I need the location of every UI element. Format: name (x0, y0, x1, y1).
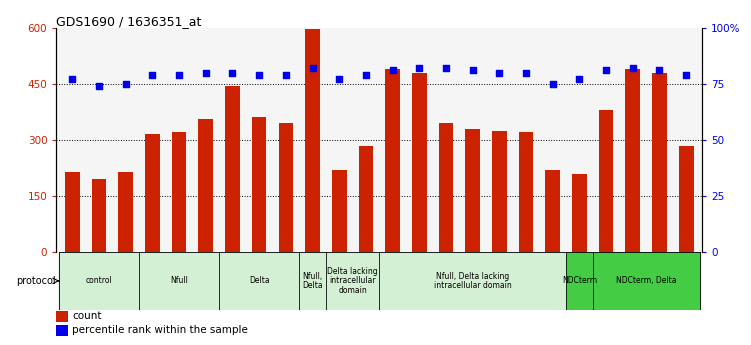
Bar (679, 146, 693, 252)
Bar (593, 252, 699, 309)
Text: NDCterm, Delta: NDCterm, Delta (616, 276, 677, 285)
Bar (139, 252, 219, 309)
Bar (332, 170, 346, 252)
Text: Delta: Delta (249, 276, 270, 285)
Bar (572, 174, 587, 252)
Bar (119, 172, 133, 252)
Point (360, 72, 372, 78)
Bar (65, 172, 80, 252)
Bar (412, 72, 427, 252)
Point (333, 77, 345, 82)
Bar (172, 132, 186, 252)
Point (119, 81, 131, 87)
Point (253, 72, 265, 78)
Text: control: control (86, 276, 113, 285)
Bar (198, 119, 213, 252)
Point (93, 83, 105, 89)
Bar (56, 325, 68, 336)
Point (173, 72, 185, 78)
Bar (219, 252, 299, 309)
Bar (279, 123, 293, 252)
Point (680, 72, 692, 78)
Bar (305, 29, 320, 252)
Point (653, 68, 665, 73)
Text: GDS1690 / 1636351_at: GDS1690 / 1636351_at (56, 14, 202, 28)
Text: Nfull: Nfull (170, 276, 188, 285)
Bar (519, 132, 533, 252)
Bar (466, 129, 480, 252)
Bar (326, 252, 379, 309)
Text: Delta lacking
intracellular
domain: Delta lacking intracellular domain (327, 267, 378, 295)
Text: percentile rank within the sample: percentile rank within the sample (72, 325, 249, 335)
Bar (626, 69, 640, 252)
Bar (92, 179, 107, 252)
Text: NDCterm: NDCterm (562, 276, 597, 285)
Bar (545, 170, 560, 252)
Point (627, 65, 639, 71)
Bar (56, 310, 68, 322)
Point (306, 65, 318, 71)
Bar (652, 72, 667, 252)
Point (466, 68, 478, 73)
Point (574, 77, 586, 82)
Point (413, 65, 425, 71)
Bar (252, 118, 267, 252)
Bar (566, 252, 593, 309)
Bar (599, 110, 614, 252)
Bar (439, 123, 454, 252)
Point (146, 72, 158, 78)
Point (227, 70, 239, 75)
Bar (385, 69, 400, 252)
Bar (492, 131, 507, 252)
Text: protocol: protocol (17, 276, 56, 286)
Point (493, 70, 505, 75)
Bar (358, 146, 373, 252)
Point (200, 70, 212, 75)
Bar (145, 134, 160, 252)
Text: count: count (72, 311, 102, 321)
Bar (59, 252, 139, 309)
Bar (299, 252, 326, 309)
Point (66, 77, 78, 82)
Bar (225, 86, 240, 252)
Text: Nfull, Delta lacking
intracellular domain: Nfull, Delta lacking intracellular domai… (434, 272, 511, 290)
Point (547, 81, 559, 87)
Point (600, 68, 612, 73)
Bar (379, 252, 566, 309)
Point (520, 70, 532, 75)
Point (280, 72, 292, 78)
Point (440, 65, 452, 71)
Point (387, 68, 399, 73)
Text: Nfull,
Delta: Nfull, Delta (302, 272, 323, 290)
